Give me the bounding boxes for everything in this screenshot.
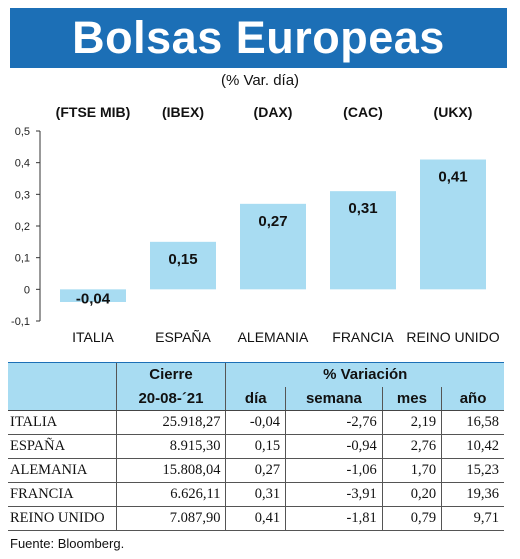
cell-cierre: 15.808,04 — [115, 458, 226, 483]
bar-value-label: 0,31 — [348, 200, 377, 217]
bar-value-label: 0,41 — [438, 169, 467, 186]
cell-ano: 16,58 — [441, 410, 504, 435]
header-date: 20-08-´21 — [115, 386, 226, 411]
bar-value-label: 0,15 — [168, 251, 197, 268]
index-label: (CAC) — [343, 104, 383, 120]
y-tick-label: 0,3 — [15, 189, 30, 201]
cell-mes: 1,70 — [381, 458, 442, 483]
header-dia: día — [225, 386, 286, 411]
row-name: REINO UNIDO — [8, 506, 116, 531]
index-label: (UKX) — [434, 104, 473, 120]
cell-semana: -0,94 — [285, 434, 383, 459]
table-row: FRANCIA 6.626,11 0,31 -3,91 0,20 19,36 — [8, 482, 504, 507]
index-label: (FTSE MIB) — [56, 104, 131, 120]
category-label: REINO UNIDO — [406, 329, 499, 345]
row-name: ALEMANIA — [8, 458, 116, 483]
y-tick-label: -0,1 — [11, 316, 30, 328]
bar-reino-unido — [420, 159, 486, 290]
cell-mes: 2,19 — [381, 410, 442, 435]
cell-cierre: 6.626,11 — [115, 482, 226, 507]
category-label: ALEMANIA — [238, 329, 309, 345]
cell-cierre: 8.915,30 — [115, 434, 226, 459]
header-semana: semana — [285, 386, 383, 411]
cell-dia: 0,31 — [225, 482, 286, 507]
bar-alemania — [240, 203, 306, 290]
cell-mes: 0,20 — [381, 482, 442, 507]
category-label: ESPAÑA — [155, 329, 211, 345]
table-corner-cell — [8, 362, 116, 387]
table-row: ALEMANIA 15.808,04 0,27 -1,06 1,70 15,23 — [8, 458, 504, 483]
cell-semana: -3,91 — [285, 482, 383, 507]
cell-semana: -1,06 — [285, 458, 383, 483]
table-sub-header-row: 20-08-´21 día semana mes año — [8, 386, 504, 411]
cell-cierre: 7.087,90 — [115, 506, 226, 531]
row-name: ESPAÑA — [8, 434, 116, 459]
bar-españa — [150, 241, 216, 290]
category-label: FRANCIA — [332, 329, 394, 345]
cell-dia: 0,15 — [225, 434, 286, 459]
table-group-header-row: Cierre % Variación — [8, 362, 504, 387]
bar-value-label: -0,04 — [76, 290, 111, 307]
table-row: REINO UNIDO 7.087,90 0,41 -1,81 0,79 9,71 — [8, 506, 504, 531]
header-ano: año — [441, 386, 504, 411]
y-tick-label: 0 — [24, 284, 30, 296]
cell-mes: 0,79 — [381, 506, 442, 531]
cell-semana: -2,76 — [285, 410, 383, 435]
y-tick-label: 0,4 — [15, 158, 30, 170]
header-cierre: Cierre — [115, 362, 226, 387]
bar-italia — [60, 289, 126, 302]
table-corner-cell — [8, 386, 116, 411]
index-label: (IBEX) — [162, 104, 204, 120]
page-title: Bolsas Europeas — [10, 8, 507, 68]
chart-subtitle: (% Var. día) — [220, 72, 300, 89]
y-tick-label: 0,5 — [15, 126, 30, 138]
bar-francia — [330, 191, 396, 290]
table-row: ITALIA 25.918,27 -0,04 -2,76 2,19 16,58 — [8, 410, 504, 435]
index-label: (DAX) — [254, 104, 293, 120]
category-label: ITALIA — [72, 329, 114, 345]
y-tick-label: 0,2 — [15, 221, 30, 233]
bar-value-label: 0,27 — [258, 213, 287, 230]
cell-dia: -0,04 — [225, 410, 286, 435]
cell-ano: 15,23 — [441, 458, 504, 483]
cell-ano: 19,36 — [441, 482, 504, 507]
cell-ano: 9,71 — [441, 506, 504, 531]
header-variacion: % Variación — [225, 362, 504, 387]
stock-table: Cierre % Variación 20-08-´21 día semana … — [8, 362, 504, 531]
cell-semana: -1,81 — [285, 506, 383, 531]
source-note: Fuente: Bloomberg. — [10, 536, 125, 551]
bar-chart: -0,1 0 0,1 0,2 0,3 0,4 0,5 -0,04 (FTSE MIB) ITALI… — [11, 104, 500, 345]
cell-dia: 0,27 — [225, 458, 286, 483]
table-row: ESPAÑA 8.915,30 0,15 -0,94 2,76 10,42 — [8, 434, 504, 459]
row-name: ITALIA — [8, 410, 116, 435]
header-mes: mes — [381, 386, 442, 411]
y-tick-label: 0,1 — [15, 253, 30, 265]
row-name: FRANCIA — [8, 482, 116, 507]
cell-ano: 10,42 — [441, 434, 504, 459]
cell-mes: 2,76 — [381, 434, 442, 459]
cell-cierre: 25.918,27 — [115, 410, 226, 435]
cell-dia: 0,41 — [225, 506, 286, 531]
